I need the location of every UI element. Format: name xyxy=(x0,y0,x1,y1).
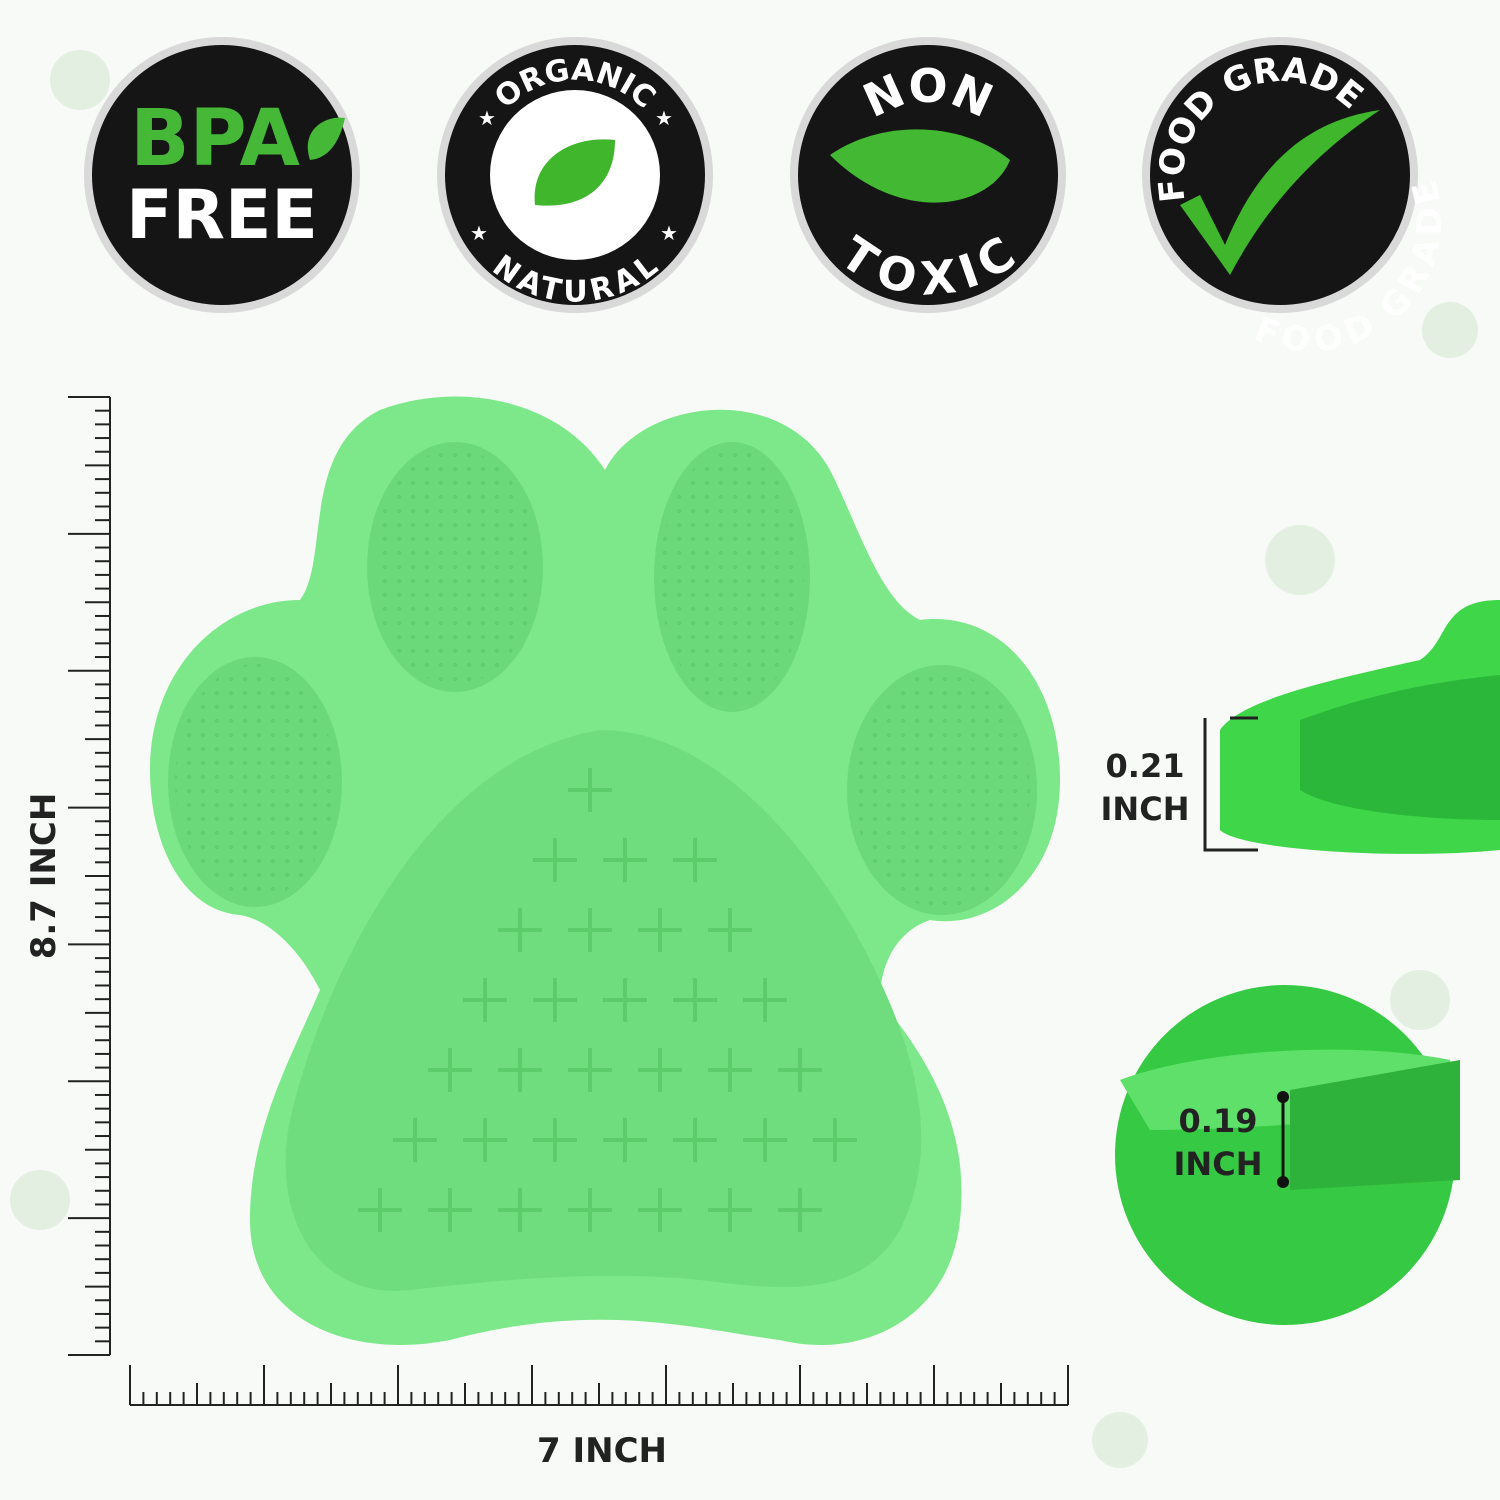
groove-value: 0.19 xyxy=(1179,1102,1258,1140)
badge-free-text: FREE xyxy=(126,176,318,255)
star-icon: ★ xyxy=(478,106,496,130)
height-ruler xyxy=(68,396,111,1356)
star-icon: ★ xyxy=(660,221,678,245)
background-paw-prints xyxy=(10,50,1478,1468)
non-toxic-badge: NON TOXIC xyxy=(790,37,1066,313)
width-ruler xyxy=(129,1365,1069,1406)
star-icon: ★ xyxy=(470,221,488,245)
thickness-value: 0.21 xyxy=(1106,747,1185,785)
lick-texture-crosses xyxy=(358,768,857,1232)
badge-bpa-text: BPA xyxy=(130,94,300,184)
leaf-icon xyxy=(307,117,345,160)
groove-depth-detail: 0.19 INCH xyxy=(1115,985,1460,1325)
check-icon xyxy=(1180,110,1380,275)
thickness-detail: 0.21 INCH xyxy=(1101,600,1500,854)
groove-unit: INCH xyxy=(1174,1145,1263,1183)
food-grade-badge: FOOD GRADE FOOD GRADE xyxy=(1142,37,1450,361)
paw-lick-mat xyxy=(150,396,1060,1345)
leaf-icon xyxy=(830,129,1010,203)
star-icon: ★ xyxy=(655,106,673,130)
width-label: 7 INCH xyxy=(537,1431,667,1471)
organic-natural-badge: ORGANIC NATURAL ★ ★ ★ ★ xyxy=(437,37,713,313)
leaf-icon xyxy=(534,139,615,206)
height-label: 8.7 INCH xyxy=(24,793,64,960)
thickness-unit: INCH xyxy=(1101,790,1190,828)
bpa-free-badge: BPA FREE xyxy=(84,37,360,313)
